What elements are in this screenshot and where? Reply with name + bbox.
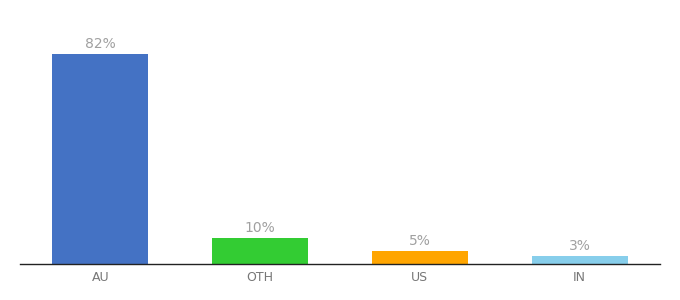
Text: 3%: 3% bbox=[568, 239, 591, 253]
Text: 82%: 82% bbox=[85, 37, 116, 51]
Text: 10%: 10% bbox=[245, 221, 275, 236]
Bar bbox=[212, 238, 308, 264]
Bar bbox=[372, 251, 468, 264]
Text: 5%: 5% bbox=[409, 234, 431, 248]
Bar bbox=[52, 54, 148, 264]
Bar bbox=[532, 256, 628, 264]
